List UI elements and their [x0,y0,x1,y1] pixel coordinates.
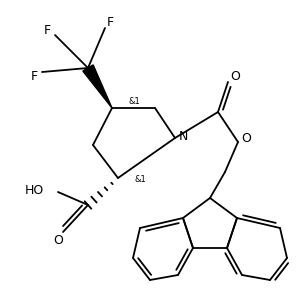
Text: HO: HO [25,184,44,196]
Text: F: F [106,16,113,30]
Text: &1: &1 [134,175,146,185]
Text: &1: &1 [128,98,140,106]
Text: N: N [178,130,188,142]
Text: O: O [241,132,251,145]
Text: F: F [30,70,38,84]
Text: O: O [53,234,63,246]
Text: O: O [230,70,240,82]
Polygon shape [83,65,112,108]
Text: F: F [43,23,51,37]
